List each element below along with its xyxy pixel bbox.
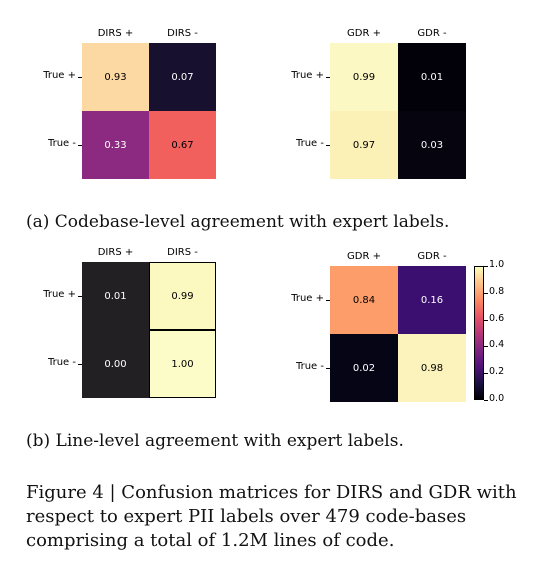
column-label: DIRS +	[97, 28, 134, 39]
heatmap-cell: 0.99	[149, 262, 216, 330]
row-tick	[326, 300, 330, 301]
row-label: True -	[295, 138, 324, 149]
colorbar-tick-label: 0.4	[489, 339, 505, 351]
colorbar-tick-label: 0.0	[489, 393, 505, 404]
colorbar-tick	[484, 373, 488, 375]
row-label: True +	[43, 289, 76, 300]
heatmap-cell: 0.67	[149, 111, 216, 179]
row-tick	[78, 296, 82, 297]
colorbar-tick-label: 0.2	[489, 366, 505, 378]
heatmap-cell: 0.93	[82, 43, 149, 111]
heatmap-cell: 0.33	[82, 111, 149, 179]
column-label: DIRS -	[167, 28, 198, 39]
heatmap-cell: 1.00	[149, 330, 216, 398]
figure-caption: Figure 4 | Confusion matrices for DIRS a…	[26, 482, 517, 551]
row-tick	[326, 77, 330, 78]
row-label: True -	[47, 138, 76, 149]
colorbar-tick	[484, 346, 488, 348]
heatmap-cell: 0.00	[82, 330, 149, 398]
heatmap-cell: 0.03	[398, 111, 466, 179]
row-tick	[326, 368, 330, 369]
heatmap-cell: 0.02	[330, 334, 398, 402]
heatmap-cell: 0.99	[330, 43, 398, 111]
heatmap-cell: 0.98	[398, 334, 466, 402]
column-label: GDR +	[347, 251, 381, 262]
colorbar-tick	[484, 319, 488, 321]
colorbar-tick-label: 0.8	[489, 285, 505, 297]
heatmap-cell: 0.01	[82, 262, 149, 330]
caption-a: (a) Codebase-level agreement with expert…	[26, 212, 450, 232]
row-tick	[326, 145, 330, 146]
row-tick	[78, 77, 82, 78]
row-tick	[78, 364, 82, 365]
heatmap-cell: 0.97	[330, 111, 398, 179]
colorbar-tick-label: 1.0	[489, 259, 505, 270]
caption-b: (b) Line-level agreement with expert lab…	[26, 431, 404, 451]
row-label: True -	[295, 361, 324, 372]
column-label: GDR -	[417, 28, 447, 39]
column-label: DIRS -	[167, 247, 198, 258]
heatmap-cell: 0.01	[398, 43, 466, 111]
row-label: True +	[291, 70, 324, 81]
colorbar-tick	[484, 266, 488, 267]
heatmap-cell: 0.07	[149, 43, 216, 111]
column-label: GDR -	[417, 251, 447, 262]
heatmap-cell: 0.84	[330, 266, 398, 334]
row-label: True -	[47, 357, 76, 368]
row-label: True +	[43, 70, 76, 81]
colorbar	[474, 266, 484, 400]
column-label: DIRS +	[97, 247, 134, 258]
colorbar-tick	[484, 400, 488, 401]
heatmap-cell: 0.16	[398, 266, 466, 334]
colorbar-tick	[484, 292, 488, 294]
row-label: True +	[291, 293, 324, 304]
colorbar-tick-label: 0.6	[489, 312, 505, 324]
column-label: GDR +	[347, 28, 381, 39]
row-tick	[78, 145, 82, 146]
